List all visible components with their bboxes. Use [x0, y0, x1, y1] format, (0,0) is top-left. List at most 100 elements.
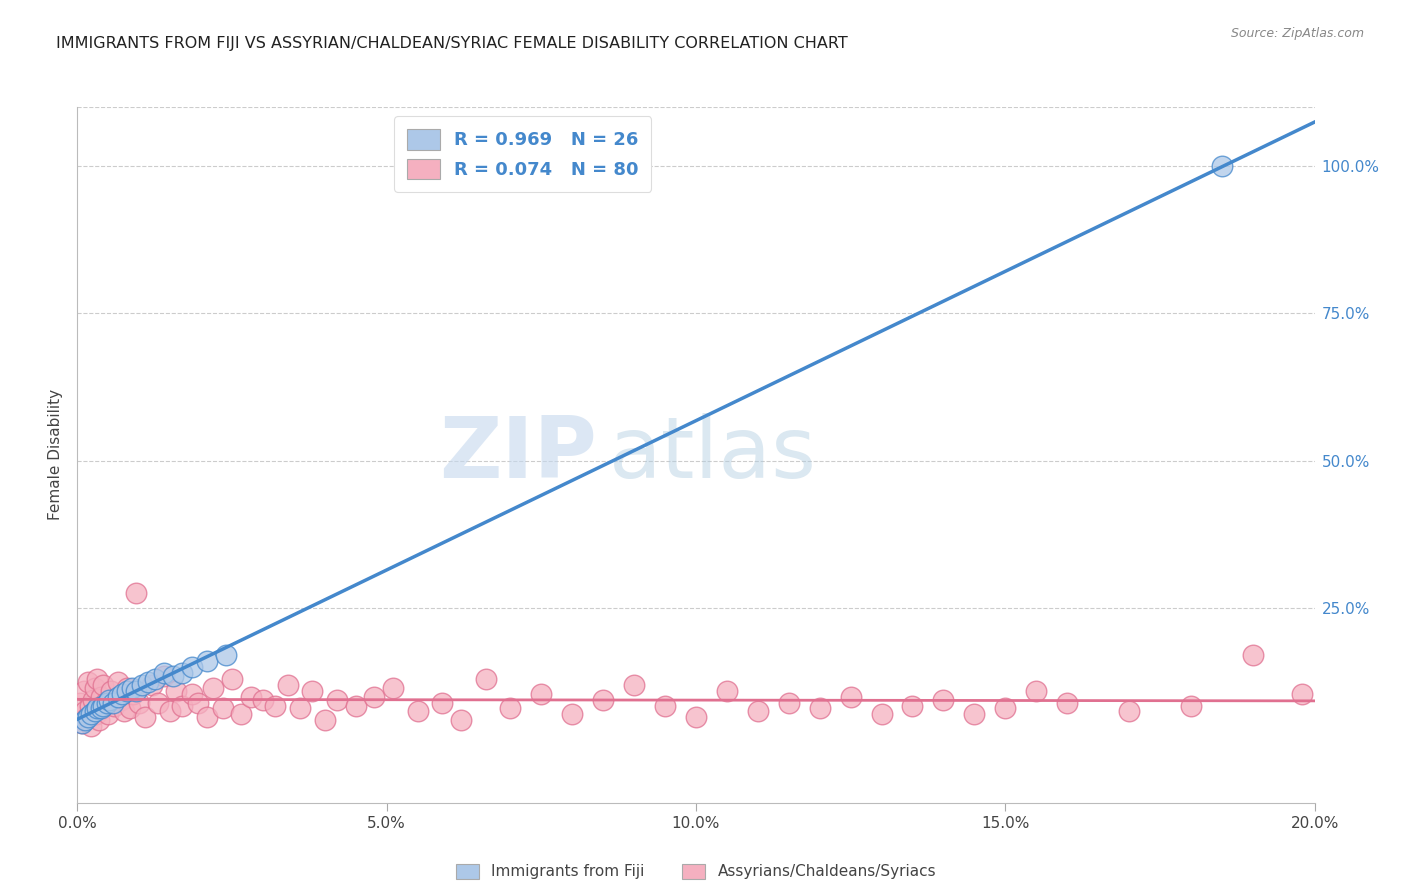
Point: [72, 716, 94, 731]
Point: [131, 678, 153, 692]
Point: [1211, 159, 1233, 173]
Text: IMMIGRANTS FROM FIJI VS ASSYRIAN/CHALDEAN/SYRIAC FEMALE DISABILITY CORRELATION C: IMMIGRANTS FROM FIJI VS ASSYRIAN/CHALDEA…: [56, 36, 848, 51]
Point: [91, 678, 114, 692]
Point: [72, 683, 94, 698]
Point: [111, 687, 134, 701]
Point: [76, 710, 98, 724]
Text: atlas: atlas: [609, 413, 817, 497]
Point: [211, 701, 233, 715]
Point: [165, 683, 187, 698]
Point: [180, 687, 202, 701]
Point: [121, 681, 143, 695]
Point: [1180, 698, 1202, 713]
Point: [994, 701, 1017, 715]
Point: [314, 713, 336, 727]
Point: [79, 698, 101, 713]
Point: [83, 681, 105, 695]
Point: [778, 696, 800, 710]
Point: [115, 681, 138, 695]
Point: [86, 701, 108, 715]
Point: [499, 701, 522, 715]
Point: [406, 705, 429, 719]
Point: [153, 666, 176, 681]
Point: [77, 674, 100, 689]
Point: [77, 710, 100, 724]
Point: [73, 713, 96, 727]
Point: [80, 707, 103, 722]
Point: [716, 683, 738, 698]
Point: [231, 707, 253, 722]
Point: [195, 654, 218, 668]
Point: [180, 660, 202, 674]
Point: [112, 705, 135, 719]
Point: [450, 713, 472, 727]
Point: [301, 683, 323, 698]
Point: [87, 713, 110, 727]
Point: [96, 696, 118, 710]
Point: [125, 683, 148, 698]
Point: [143, 672, 166, 686]
Point: [122, 687, 145, 701]
Legend: Immigrants from Fiji, Assyrians/Chaldeans/Syriacs: Immigrants from Fiji, Assyrians/Chaldean…: [450, 857, 942, 886]
Point: [326, 692, 349, 706]
Point: [288, 701, 311, 715]
Point: [91, 698, 114, 713]
Point: [73, 705, 96, 719]
Point: [363, 690, 385, 704]
Point: [685, 710, 707, 724]
Point: [623, 678, 645, 692]
Point: [654, 698, 676, 713]
Point: [963, 707, 986, 722]
Point: [432, 696, 454, 710]
Point: [80, 719, 103, 733]
Point: [839, 690, 862, 704]
Point: [128, 696, 150, 710]
Point: [72, 716, 94, 731]
Point: [115, 683, 138, 698]
Point: [159, 705, 181, 719]
Point: [870, 707, 893, 722]
Point: [530, 687, 553, 701]
Point: [82, 692, 104, 706]
Point: [344, 698, 367, 713]
Point: [381, 681, 404, 695]
Point: [1025, 683, 1047, 698]
Point: [100, 683, 122, 698]
Point: [98, 692, 121, 706]
Point: [239, 690, 262, 704]
Point: [172, 666, 194, 681]
Point: [103, 696, 125, 710]
Y-axis label: Female Disability: Female Disability: [48, 389, 63, 521]
Point: [195, 710, 218, 724]
Point: [747, 705, 769, 719]
Point: [187, 696, 209, 710]
Point: [91, 701, 114, 715]
Point: [86, 672, 108, 686]
Point: [592, 692, 614, 706]
Point: [118, 701, 141, 715]
Text: ZIP: ZIP: [439, 413, 598, 497]
Point: [202, 681, 225, 695]
Point: [172, 698, 194, 713]
Point: [153, 669, 176, 683]
Point: [1056, 696, 1078, 710]
Point: [1241, 648, 1264, 663]
Point: [808, 701, 831, 715]
Point: [83, 705, 105, 719]
Point: [561, 707, 583, 722]
Point: [252, 692, 274, 706]
Point: [162, 669, 184, 683]
Point: [94, 696, 117, 710]
Point: [1118, 705, 1140, 719]
Point: [901, 698, 924, 713]
Point: [264, 698, 287, 713]
Point: [90, 701, 112, 715]
Point: [103, 698, 125, 713]
Point: [107, 674, 129, 689]
Point: [1291, 687, 1313, 701]
Point: [134, 710, 156, 724]
Point: [215, 648, 238, 663]
Point: [474, 672, 496, 686]
Point: [90, 690, 112, 704]
Point: [141, 678, 163, 692]
